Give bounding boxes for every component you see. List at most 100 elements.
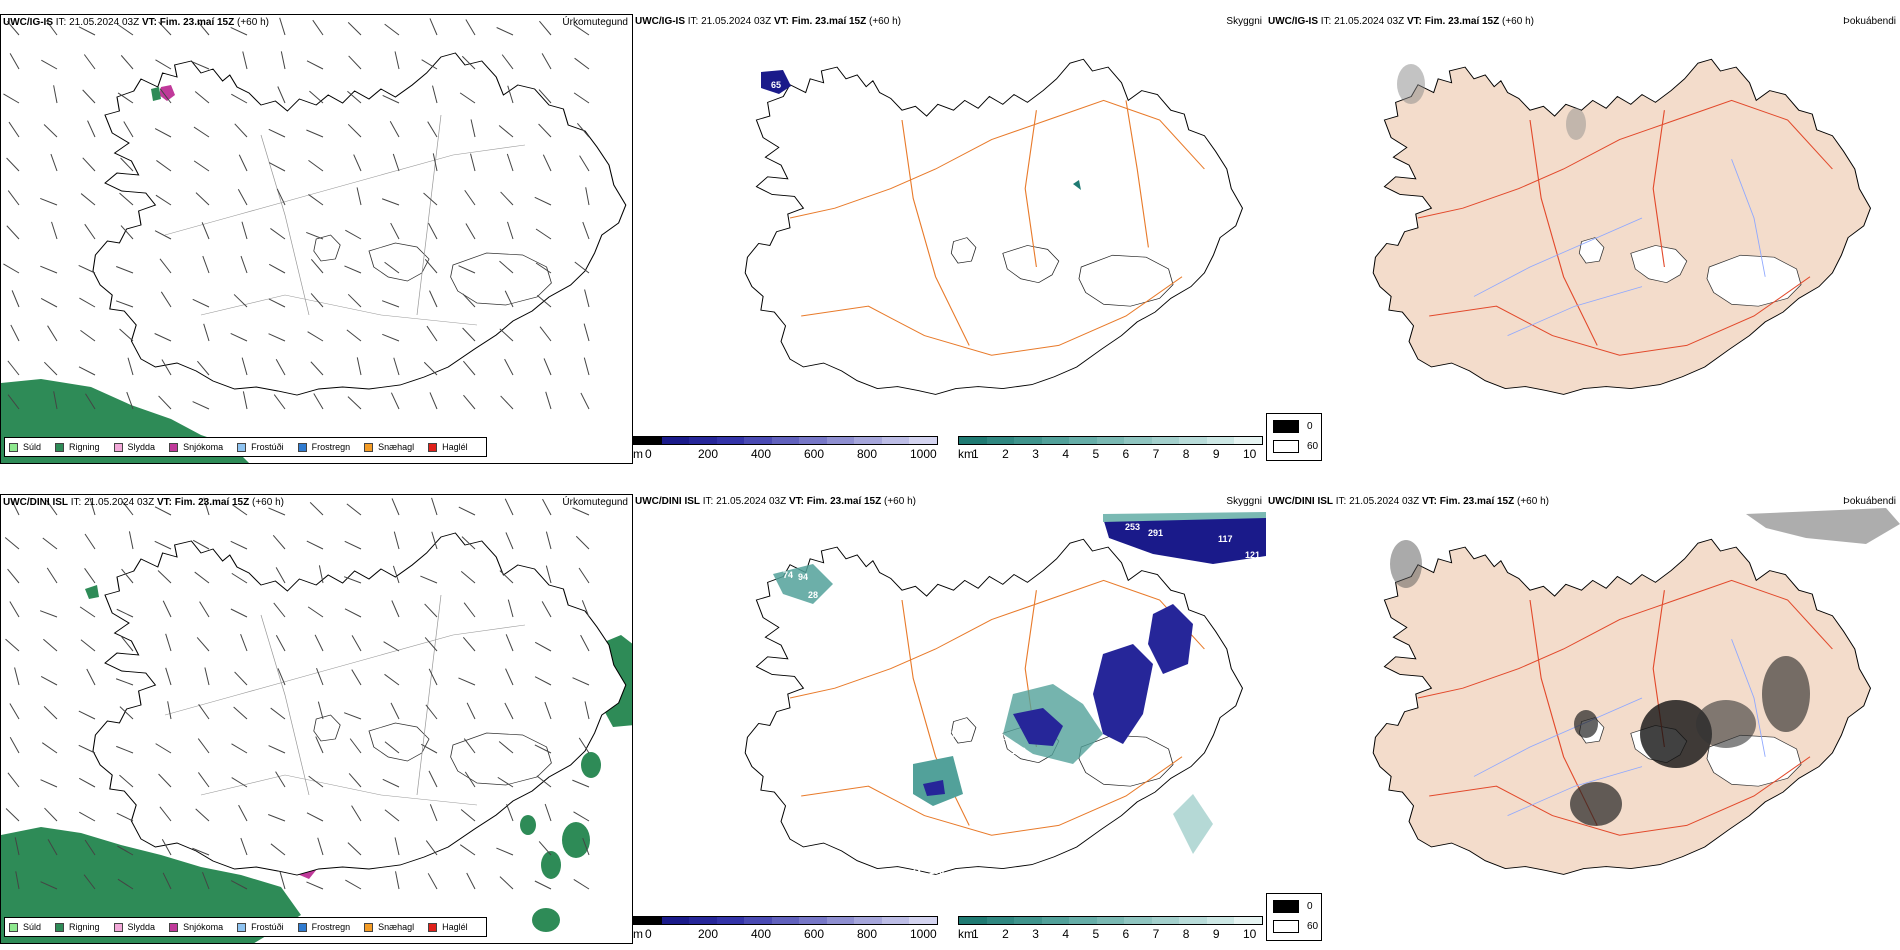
legend-label: Frostregn	[311, 442, 351, 452]
colorbar-tick: 8	[1182, 447, 1190, 461]
dini-precip-map	[1, 497, 632, 943]
colorbar-tick: 400	[751, 447, 772, 461]
legend-swatch	[237, 922, 247, 932]
ceiling-value: 48	[1180, 706, 1191, 716]
ceiling-value: 31	[995, 732, 1006, 742]
ceiling-colorbar: m 0 200 400 600 800 1000	[633, 916, 938, 942]
colorbar-unit: m	[633, 927, 643, 941]
legend-label: Rigning	[69, 922, 100, 932]
colorbar-tick: 200	[698, 447, 719, 461]
legend-item: Slydda	[113, 922, 156, 932]
colorbar-tick: 0	[645, 927, 652, 941]
colorbar-tick: 4	[1062, 447, 1070, 461]
wind-barbs	[3, 17, 590, 410]
colorbar-tick: 1	[972, 927, 979, 941]
legend-swatch	[55, 442, 65, 452]
legend-label: Snjókoma	[183, 922, 224, 932]
ceiling-colorbar: m 0 200 400 600 800 1000	[633, 436, 938, 462]
legend-item: Frostúði	[237, 442, 284, 452]
legend-item: Haglél	[428, 442, 468, 452]
legend-swatch	[9, 442, 18, 452]
legend-label: Slydda	[127, 442, 156, 452]
legend-swatch	[113, 922, 123, 932]
legend-item: Haglél	[428, 922, 468, 932]
dini-fog-map	[1372, 508, 1900, 875]
dini-fog-panel: UWC/DINI ISL IT: 21.05.2024 03Z VT: Fim.…	[1266, 494, 1900, 944]
ig-cloud-map	[744, 58, 1244, 395]
legend-swatch	[428, 922, 438, 932]
ig-precip-header: UWC/IG-IS IT: 21.05.2024 03Z VT: Fim. 23…	[3, 17, 269, 28]
legend-label: Haglél	[442, 922, 468, 932]
legend-label: Snæhagl	[378, 922, 415, 932]
legend-swatch	[428, 442, 438, 452]
colorbar-tick: 10	[1243, 927, 1257, 941]
colorbar-tick: 1000	[910, 927, 937, 941]
colorbar-tick: 200	[698, 927, 719, 941]
colorbar-tick: 600	[804, 447, 825, 461]
ig-precip-panel: UWC/IG-IS IT: 21.05.2024 03Z VT: Fim. 23…	[0, 14, 633, 464]
ig-fog-panel: UWC/IG-IS IT: 21.05.2024 03Z VT: Fim. 23…	[1266, 14, 1900, 464]
panel-title: Skyggni	[1226, 496, 1262, 507]
legend-item: Snjókoma	[169, 922, 223, 932]
panel-title: Þokuábendi	[1843, 16, 1896, 27]
legend-label: Frostúði	[251, 922, 284, 932]
colorbar-tick: 0	[645, 447, 652, 461]
colorbar-tick: 1	[972, 447, 979, 461]
ig-cloud-panel: 65 UWC/IG-IS IT: 21.05.2024 03Z VT: Fim.…	[633, 14, 1266, 464]
colorbar-tick: 600	[804, 927, 825, 941]
legend-label: Slydda	[127, 922, 156, 932]
wind-barbs	[4, 497, 590, 890]
visibility-colorbar: km 1 2 3 4 5 6 7 8 9 10	[958, 436, 1263, 462]
ig-precip-map	[1, 17, 627, 463]
fog-key: 0 60	[1266, 413, 1322, 461]
colorbar-tick: 3	[1032, 447, 1039, 461]
legend-item: Frostregn	[297, 922, 351, 932]
colorbar-tick: 5	[1092, 927, 1100, 941]
ceiling-value: 44	[911, 868, 922, 878]
legend-item: Rigning	[55, 922, 100, 932]
legend-label: Frostregn	[311, 922, 351, 932]
legend-label: Snæhagl	[378, 442, 415, 452]
legend-item: Súld	[9, 922, 41, 932]
ceiling-value: 291	[1148, 528, 1164, 538]
colorbar-tick: 4	[1062, 927, 1070, 941]
precip-legend: Súld Rigning Slydda Snjókoma Frostúði Frostre…	[4, 917, 487, 937]
panel-title: Úrkomutegund	[562, 17, 628, 28]
dini-cloud-header: UWC/DINI ISL IT: 21.05.2024 03Z VT: Fim.…	[635, 496, 916, 507]
legend-item: Rigning	[55, 442, 100, 452]
legend-swatch	[237, 442, 247, 452]
ceiling-value: 121	[1245, 550, 1261, 560]
dini-cloud-map	[744, 512, 1266, 875]
dini-precip-header: UWC/DINI ISL IT: 21.05.2024 03Z VT: Fim.…	[3, 497, 284, 508]
colorbar-tick: 1000	[910, 447, 937, 461]
legend-item: Frostúði	[237, 922, 284, 932]
legend-swatch	[364, 922, 374, 932]
ceiling-value: 106	[929, 866, 945, 876]
colorbar-tick: 7	[1152, 447, 1160, 461]
legend-swatch	[113, 442, 123, 452]
dini-fog-header: UWC/DINI ISL IT: 21.05.2024 03Z VT: Fim.…	[1268, 496, 1549, 507]
legend-swatch	[9, 922, 18, 932]
panel-title: Úrkomutegund	[562, 497, 628, 508]
colorbar-unit: m	[633, 447, 643, 461]
dini-cloud-panel: 253 291 117 121 74 94 28 110 127 31 129 …	[633, 494, 1266, 944]
ceiling-value: 50	[1085, 796, 1096, 806]
colorbar-unit: km	[958, 447, 974, 461]
ceiling-value: 117	[1218, 534, 1233, 544]
ceiling-value: 60	[1129, 742, 1140, 752]
legend-label: Súld	[23, 442, 42, 452]
ceiling-value: 110	[745, 606, 760, 616]
fog-key: 0 60	[1266, 893, 1322, 941]
ceiling-value: 62	[1141, 770, 1152, 780]
ig-fog-header: UWC/IG-IS IT: 21.05.2024 03Z VT: Fim. 23…	[1268, 16, 1534, 27]
legend-swatch	[169, 922, 179, 932]
ceiling-value: 31	[943, 836, 954, 846]
ceiling-value: 65	[771, 80, 782, 90]
colorbar-tick: 7	[1152, 927, 1160, 941]
legend-item: Snjókoma	[169, 442, 223, 452]
colorbar-tick: 400	[751, 927, 772, 941]
legend-item: Snæhagl	[364, 442, 414, 452]
legend-swatch	[297, 442, 307, 452]
colorbar-tick: 800	[857, 927, 878, 941]
legend-swatch	[297, 922, 307, 932]
